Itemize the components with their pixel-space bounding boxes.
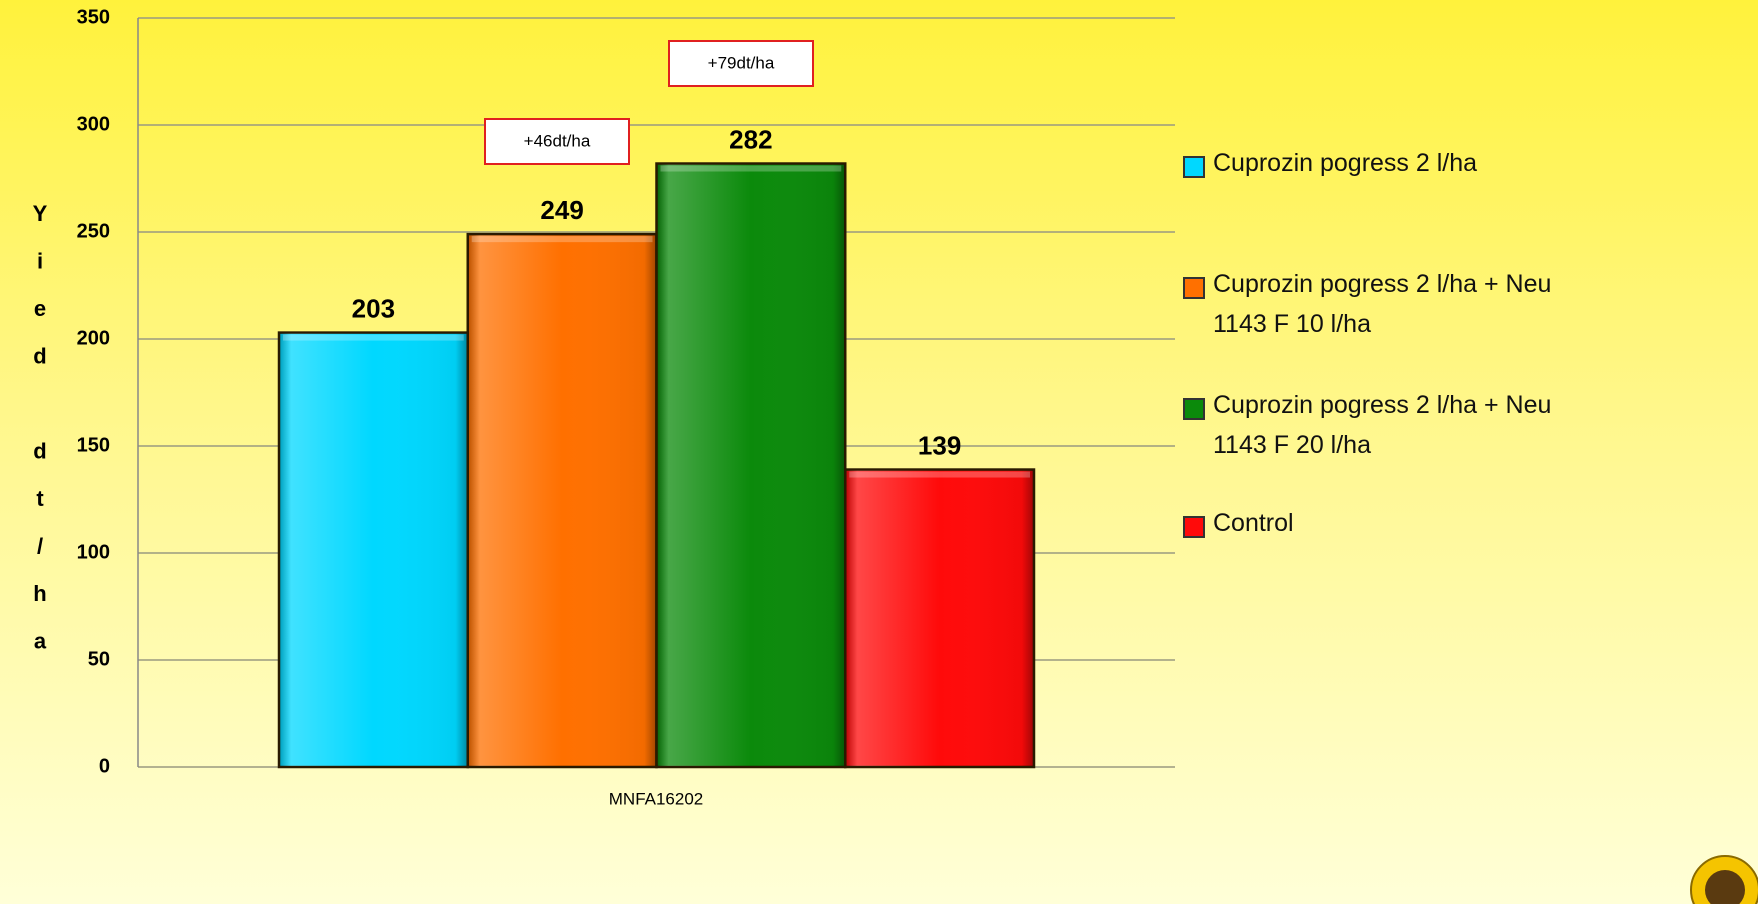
legend-item: Control [1183, 509, 1583, 543]
sunflower [1690, 855, 1758, 904]
bar-top [849, 471, 1030, 478]
legend-swatch [1183, 277, 1205, 299]
y-tick-label: 350 [77, 6, 110, 28]
bar-top [471, 236, 653, 243]
bar-shine [468, 235, 656, 766]
legend-swatch [1183, 156, 1205, 178]
legend-label: Cuprozin pogress 2 l/ha + Neu 1143 F 20 … [1213, 391, 1552, 459]
legend-label: Control [1213, 509, 1294, 537]
y-tick-label: 0 [99, 755, 110, 777]
data-label: 139 [918, 430, 961, 460]
y-tick-label: 50 [88, 648, 110, 670]
legend-item: Cuprozin pogress 2 l/ha [1183, 149, 1583, 183]
legend-item: Cuprozin pogress 2 l/ha + Neu 1143 F 10 … [1183, 270, 1583, 344]
y-tick-label: 150 [77, 434, 110, 456]
legend-swatch [1183, 398, 1205, 420]
annotation-box [484, 118, 630, 165]
bar-shine [846, 470, 1033, 766]
y-tick-label: 250 [77, 220, 110, 242]
bar-shine [280, 333, 467, 766]
legend-label: Cuprozin pogress 2 l/ha + Neu 1143 F 10 … [1213, 270, 1552, 338]
legend-swatch [1183, 516, 1205, 538]
data-label: 203 [352, 293, 395, 323]
annotation-box [668, 40, 814, 87]
data-label: 282 [729, 124, 772, 154]
legend-label: Cuprozin pogress 2 l/ha [1213, 149, 1478, 177]
legend-item: Cuprozin pogress 2 l/ha + Neu 1143 F 20 … [1183, 391, 1583, 465]
bar-shine [657, 164, 845, 766]
annotation: +46dt/ha [524, 131, 591, 150]
annotation: +79dt/ha [708, 53, 775, 72]
bar-top [283, 334, 464, 341]
y-tick-label: 100 [77, 541, 110, 563]
data-label: 249 [540, 195, 583, 225]
bar-top [660, 165, 842, 172]
x-tick-label: MNFA16202 [609, 789, 704, 808]
y-tick-label: 300 [77, 113, 110, 135]
y-tick-label: 200 [77, 327, 110, 349]
